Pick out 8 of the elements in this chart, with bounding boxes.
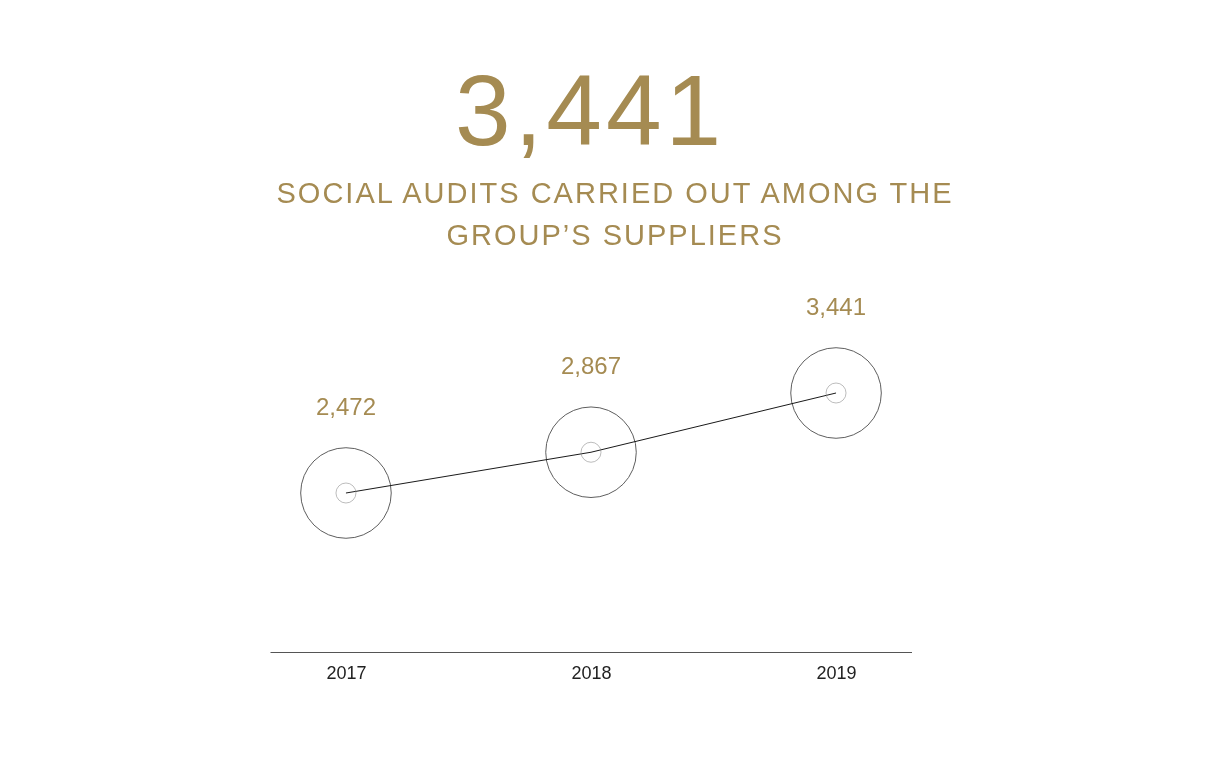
data-label: 2,867: [560, 352, 622, 380]
x-tick-label: 2019: [816, 662, 857, 683]
data-label: 3,441: [806, 293, 867, 320]
chart-title: 3,441: [453, 54, 727, 166]
x-tick-label: 2018: [571, 662, 612, 683]
chart-subtitle: SOCIAL AUDITS CARRIED OUT AMONG THE GROUP’S SUPPLIERS: [275, 176, 955, 253]
x-tick-label: 2017: [326, 662, 367, 683]
data-label: 2,472: [315, 393, 376, 420]
